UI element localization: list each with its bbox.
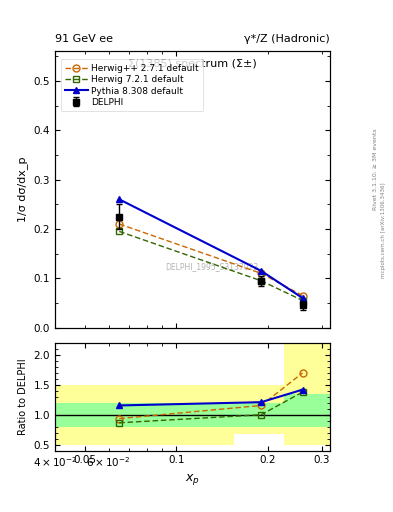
- Line: Herwig++ 2.7.1 default: Herwig++ 2.7.1 default: [116, 221, 306, 299]
- Text: 91 GeV ee: 91 GeV ee: [55, 33, 113, 44]
- Y-axis label: Ratio to DELPHI: Ratio to DELPHI: [18, 358, 28, 435]
- Bar: [55, 403, 234, 426]
- Herwig++ 2.7.1 default: [259, 270, 264, 276]
- X-axis label: $x_p$: $x_p$: [185, 472, 200, 487]
- Herwig 7.2.1 default: [259, 278, 264, 284]
- Bar: [234, 403, 283, 426]
- Pythia 8.308 default: [259, 268, 264, 274]
- Line: Herwig 7.2.1 default: Herwig 7.2.1 default: [116, 228, 306, 304]
- Pythia 8.308 default: [117, 196, 121, 202]
- Text: DELPHI_1995_S3137023: DELPHI_1995_S3137023: [165, 262, 259, 271]
- Text: γ*/Z (Hadronic): γ*/Z (Hadronic): [244, 33, 330, 44]
- Legend: Herwig++ 2.7.1 default, Herwig 7.2.1 default, Pythia 8.308 default, DELPHI: Herwig++ 2.7.1 default, Herwig 7.2.1 def…: [61, 59, 203, 111]
- Bar: [234, 385, 283, 434]
- Bar: [283, 394, 330, 426]
- Herwig 7.2.1 default: [117, 228, 121, 234]
- Text: Rivet 3.1.10, ≥ 3M events: Rivet 3.1.10, ≥ 3M events: [373, 128, 378, 210]
- Line: Pythia 8.308 default: Pythia 8.308 default: [116, 196, 306, 302]
- Pythia 8.308 default: [300, 295, 305, 301]
- Herwig 7.2.1 default: [300, 297, 305, 304]
- Y-axis label: 1/σ dσ/dx_p: 1/σ dσ/dx_p: [17, 157, 28, 222]
- Bar: [283, 343, 330, 444]
- Text: Σ(1385) spectrum (Σ±): Σ(1385) spectrum (Σ±): [128, 59, 257, 70]
- Herwig++ 2.7.1 default: [300, 292, 305, 298]
- Herwig++ 2.7.1 default: [117, 221, 121, 227]
- Text: mcplots.cern.ch [arXiv:1306.3436]: mcplots.cern.ch [arXiv:1306.3436]: [381, 183, 386, 278]
- Bar: [55, 385, 234, 444]
